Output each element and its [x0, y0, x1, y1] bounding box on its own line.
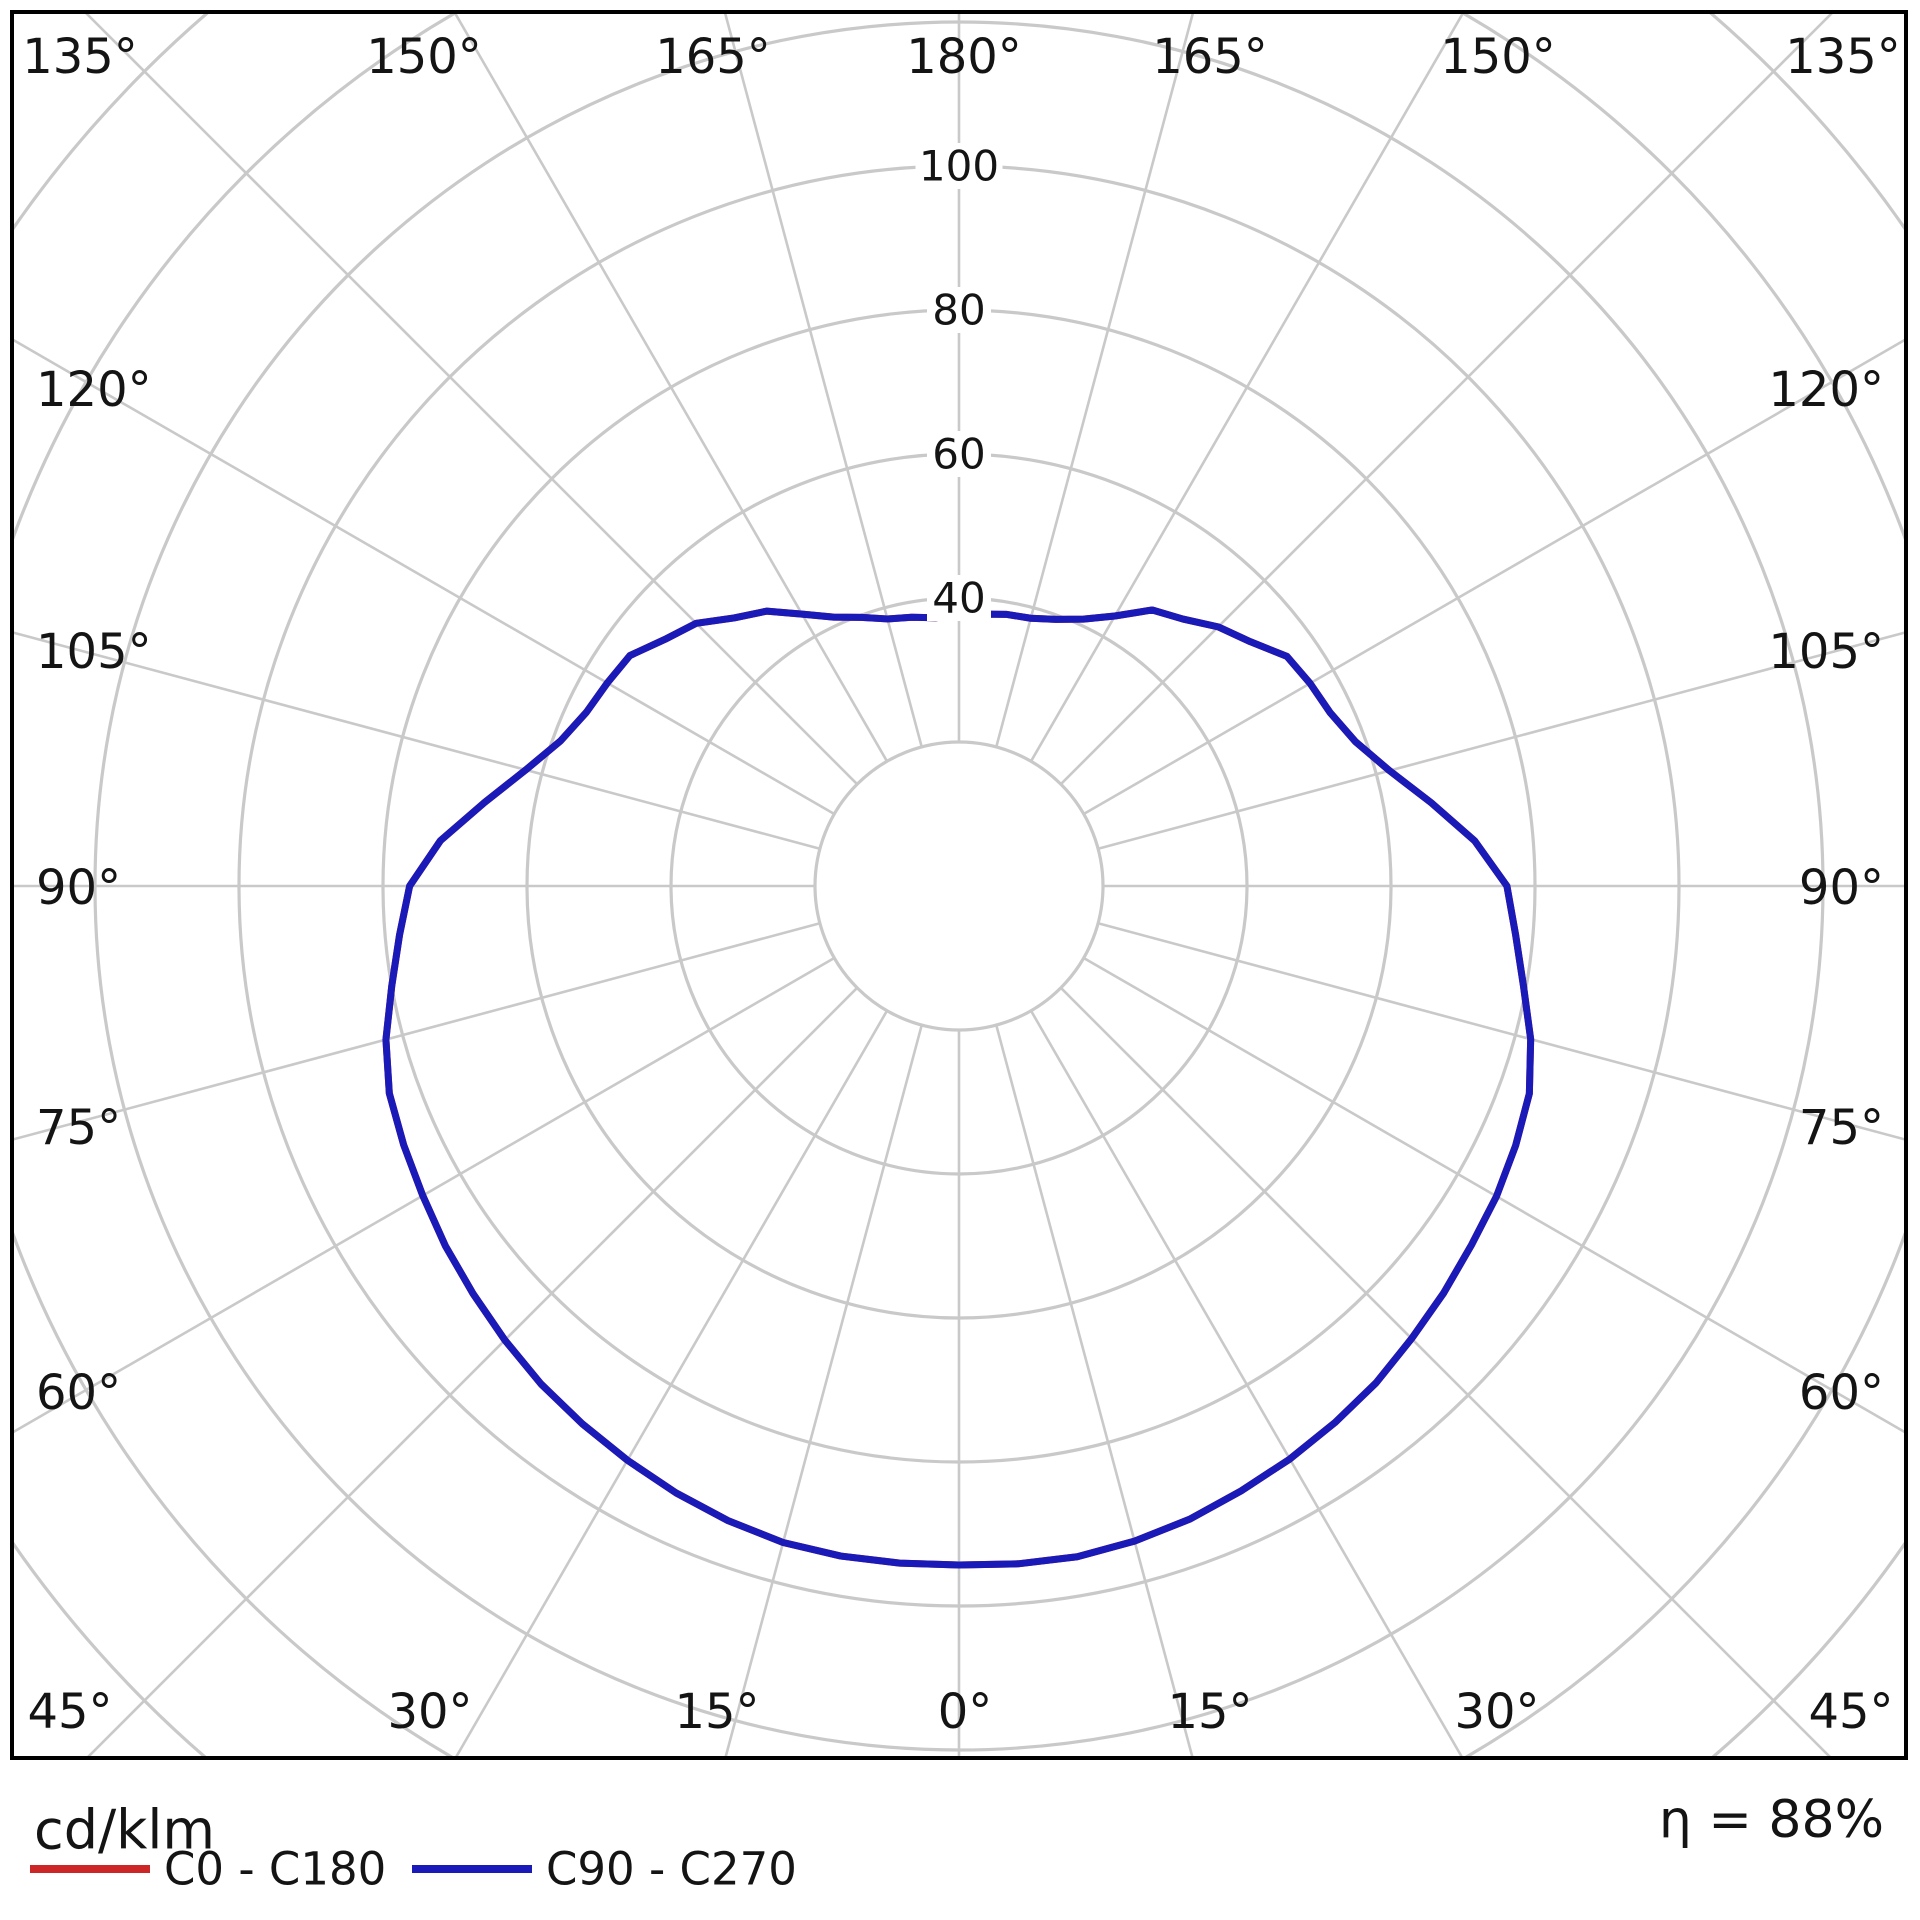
legend: C0 - C180 C90 - C270	[30, 1843, 797, 1896]
angle-label-top: 165°	[655, 29, 771, 85]
radial-tick-bbox	[927, 287, 991, 333]
radial-tick-bbox	[915, 143, 1003, 189]
efficiency-value: η = 88%	[1659, 1790, 1884, 1850]
angle-label-top: 180°	[906, 29, 1022, 85]
angle-label-left: 90°	[36, 860, 121, 916]
angle-label-bottom: 30°	[387, 1684, 472, 1740]
angle-label-top: 165°	[1152, 29, 1268, 85]
legend-label-c0-c180: C0 - C180	[164, 1843, 386, 1896]
grid-spoke	[455, 1010, 889, 1756]
angle-label-top: 135°	[22, 29, 138, 85]
grid-spoke	[724, 1024, 923, 1756]
grid-spoke	[454, 14, 889, 762]
grid-spoke	[1097, 922, 1904, 1141]
radial-tick-label: 100	[919, 142, 999, 191]
grid-spoke	[1097, 631, 1904, 850]
angle-label-bottom: 45°	[27, 1684, 112, 1740]
angle-label-right: 120°	[1768, 362, 1884, 418]
angle-label-bottom: 15°	[674, 1684, 759, 1740]
angle-label-left: 105°	[36, 624, 152, 680]
grid-spoke	[14, 922, 821, 1141]
angle-label-top: 150°	[1440, 29, 1556, 85]
intensity-curves	[382, 606, 1535, 1569]
angle-label-top: 135°	[1785, 29, 1901, 85]
angle-label-right: 60°	[1799, 1365, 1884, 1421]
grid-spoke	[85, 14, 859, 786]
grid-spoke	[14, 338, 835, 816]
radial-tick-label: 60	[932, 430, 985, 479]
radial-tick-bbox	[927, 431, 991, 477]
angle-label-bottom: 30°	[1454, 1684, 1539, 1740]
grid-spoke	[87, 986, 859, 1756]
grid-spoke	[1083, 956, 1904, 1434]
radial-tick-label: 40	[932, 574, 985, 623]
grid-spoke	[724, 14, 923, 748]
angle-label-right: 75°	[1799, 1100, 1884, 1156]
angle-label-bottom: 45°	[1808, 1684, 1893, 1740]
angle-label-top: 150°	[366, 29, 482, 85]
grid-spoke	[1059, 986, 1831, 1756]
grid-spoke	[14, 956, 835, 1434]
grid-spoke	[995, 1024, 1194, 1756]
angle-label-left: 75°	[36, 1100, 121, 1156]
angle-label-left: 60°	[36, 1365, 121, 1421]
curve-c90-c270	[382, 606, 1535, 1569]
grid-spoke	[1029, 1010, 1463, 1756]
grid-spoke	[1059, 14, 1833, 786]
radial-tick-labels: 40 60 80 100	[915, 142, 1003, 623]
grid-ring	[813, 740, 1105, 1032]
angle-label-bottom: 15°	[1167, 1684, 1252, 1740]
chart-frame	[10, 10, 1908, 1760]
radial-tick-label: 80	[932, 286, 985, 335]
angle-labels: 135° 150° 165° 180° 165° 150° 135° 45° 30° 15° 0° 1…	[22, 29, 1901, 1740]
legend-label-c90-c270: C90 - C270	[546, 1843, 797, 1896]
grid-spoke	[1029, 14, 1464, 762]
angle-label-right: 90°	[1799, 860, 1884, 916]
angle-label-bottom: 0°	[938, 1684, 993, 1740]
radial-units-label: cd/klm	[34, 1799, 215, 1862]
angle-label-left: 120°	[36, 362, 152, 418]
angle-label-right: 105°	[1768, 624, 1884, 680]
grid-spoke	[995, 14, 1194, 748]
radial-tick-bbox	[927, 575, 991, 621]
grid-spoke	[14, 631, 821, 850]
grid-spoke	[1083, 338, 1904, 816]
